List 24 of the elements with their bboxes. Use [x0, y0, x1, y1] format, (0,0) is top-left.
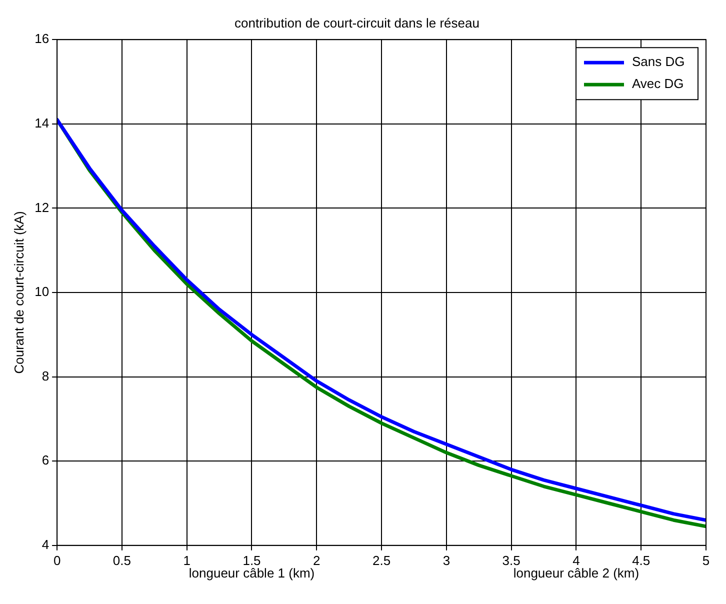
- x-tick-label: 0.5: [112, 552, 131, 568]
- x-tick-label: 2: [313, 552, 320, 568]
- x-tick-label: 5: [702, 552, 710, 568]
- y-tick-label: 6: [42, 452, 50, 468]
- x-axis-title: longueur câble 1 (km): [188, 565, 315, 580]
- y-axis-title: Courant de court-circuit (kA): [11, 211, 26, 374]
- x-tick-label: 1.5: [242, 552, 261, 568]
- y-tick-label: 12: [34, 200, 50, 215]
- x-tick-label: 0: [53, 552, 61, 568]
- x-tick-label: 1: [183, 552, 190, 568]
- chart-title: contribution de court-circuit dans le réseau: [234, 15, 480, 30]
- legend-label: Sans DG: [632, 54, 685, 70]
- x-tick-label: 3.5: [502, 552, 520, 568]
- text: longueur câble 2 (km): [513, 565, 640, 580]
- legend-label: Avec DG: [632, 76, 684, 92]
- y-tick-label: 10: [34, 284, 50, 300]
- y-tick-label: 14: [34, 115, 50, 130]
- y-tick-label: 8: [42, 368, 50, 384]
- y-tick-label: 4: [42, 536, 50, 552]
- x-tick-label: 4: [572, 552, 580, 568]
- x-tick-label: 2.5: [372, 552, 391, 568]
- x-tick-label: 4.5: [632, 552, 650, 568]
- x-tick-label: 3: [442, 552, 450, 568]
- y-tick-label: 16: [34, 31, 50, 46]
